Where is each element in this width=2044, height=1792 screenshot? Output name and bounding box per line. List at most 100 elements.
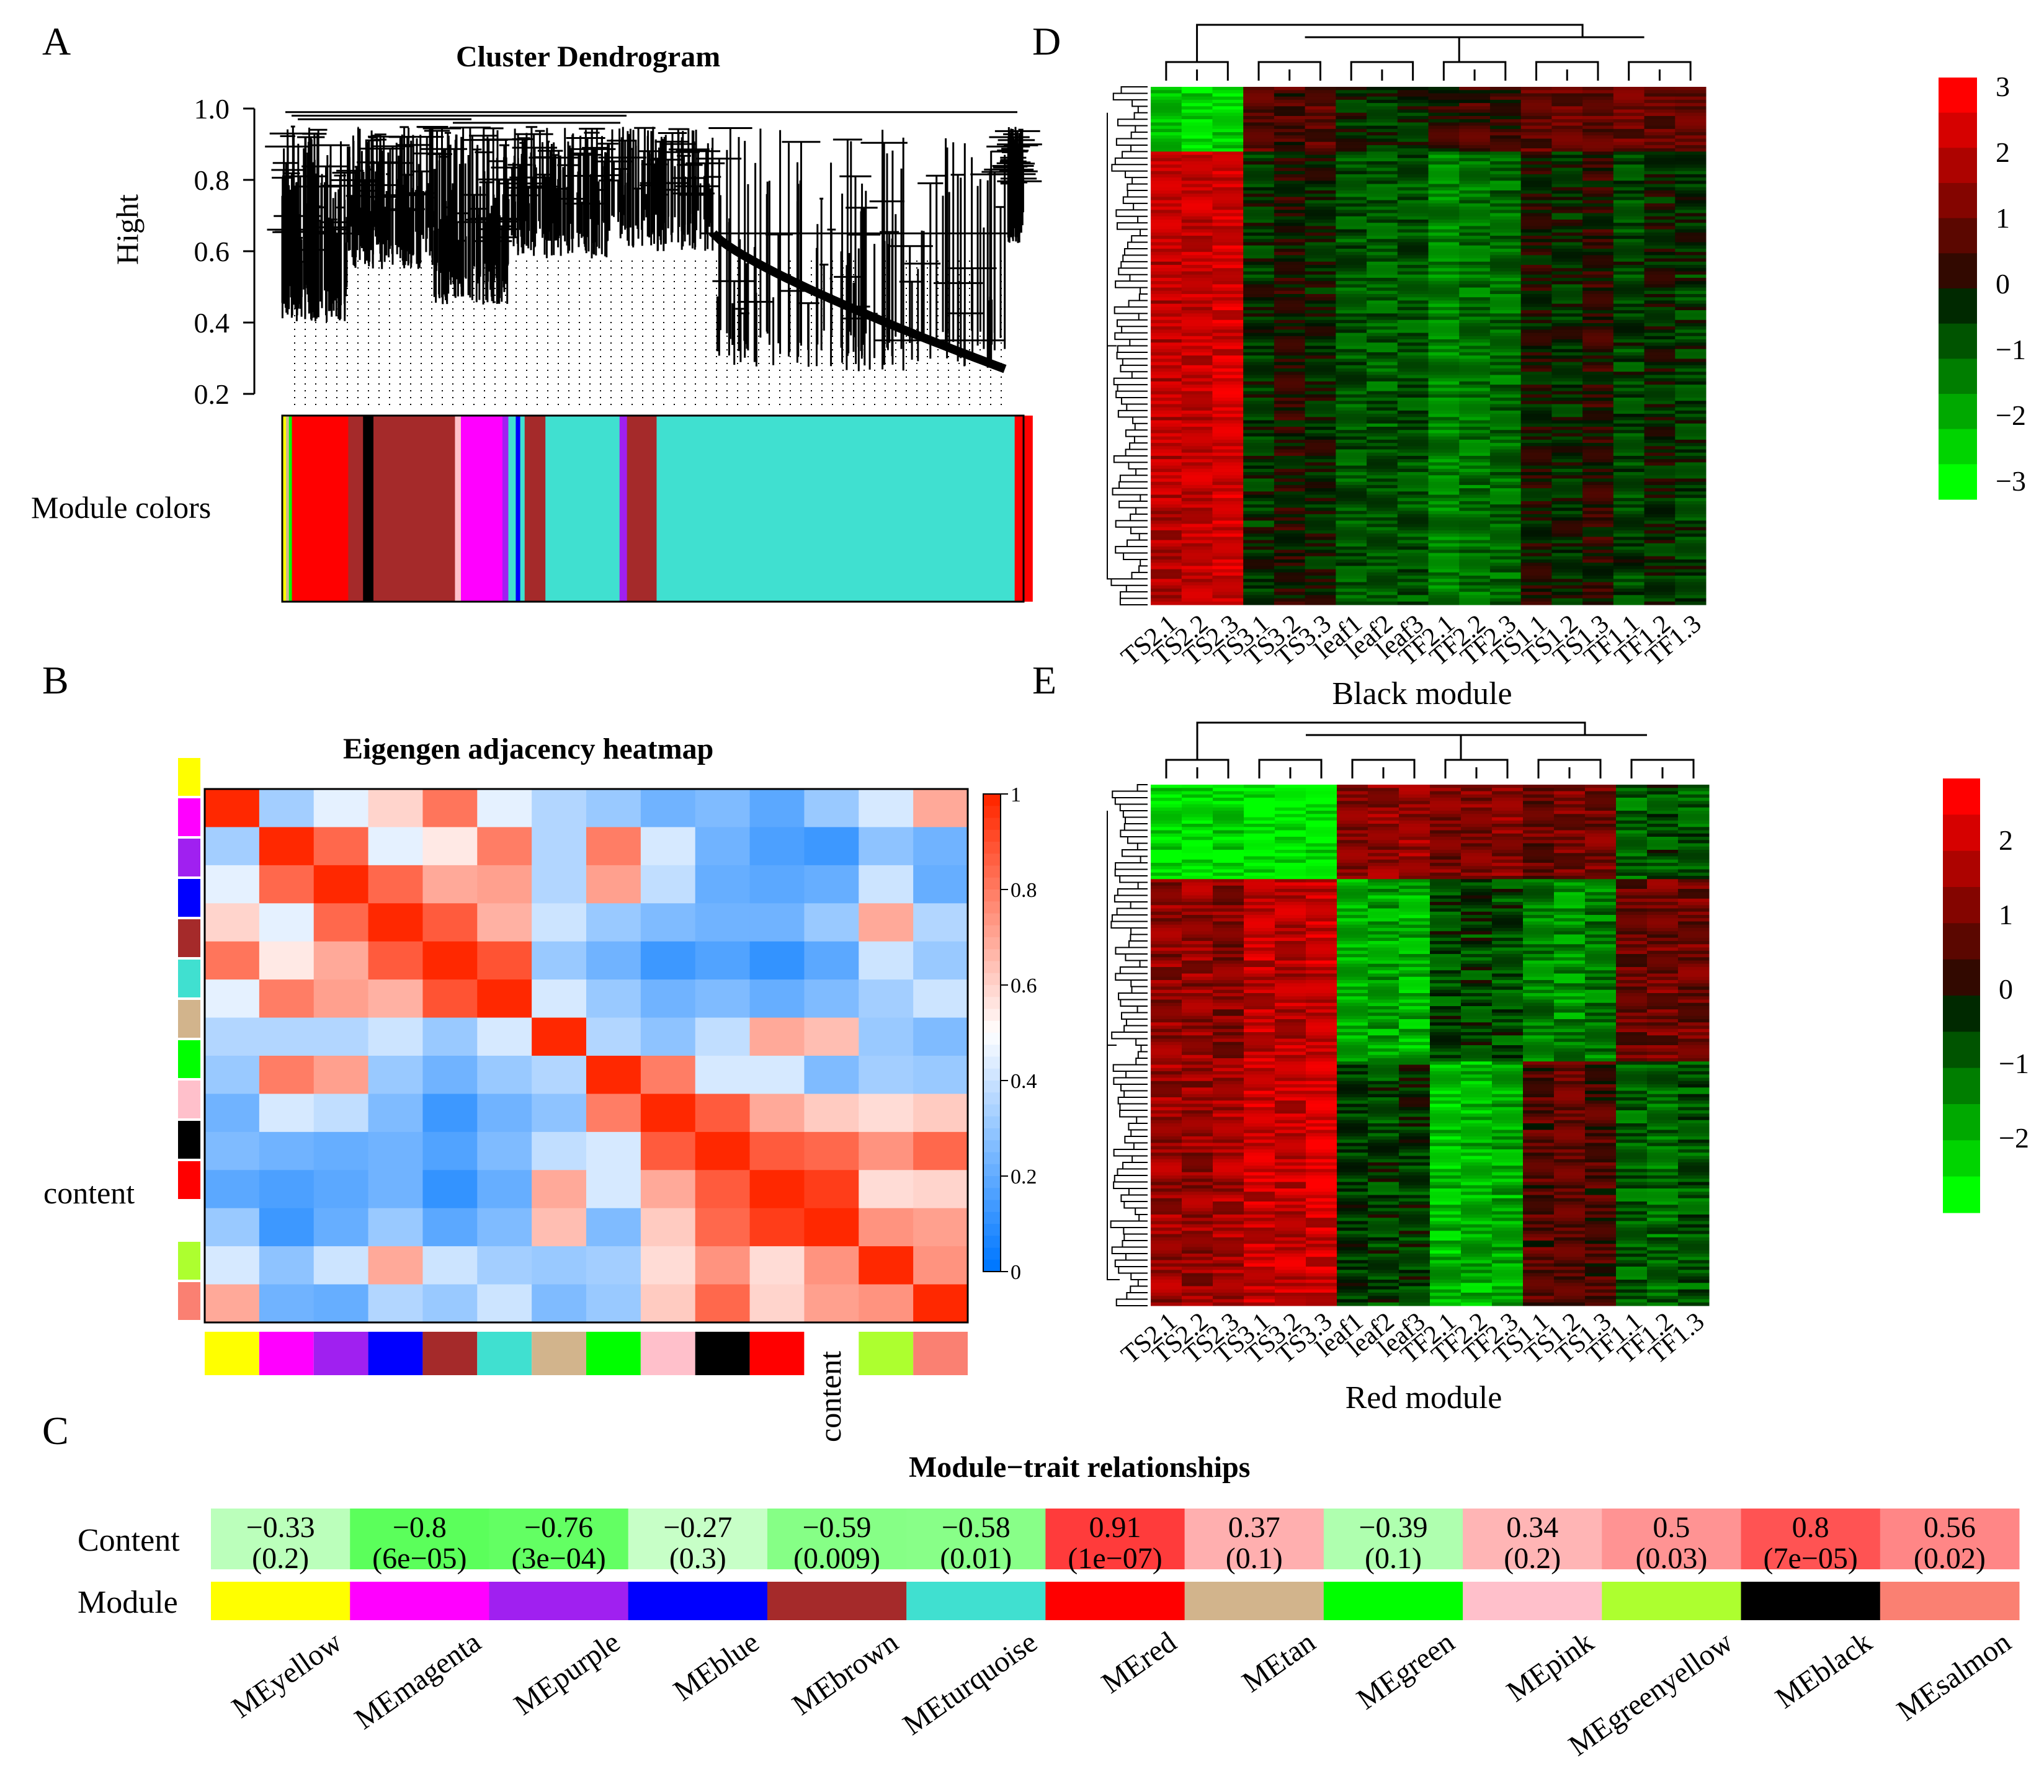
expression-cell (1305, 145, 1336, 149)
expression-cell (1305, 520, 1336, 525)
module-name-label: MEpink (1501, 1626, 1599, 1709)
expression-cell (1243, 229, 1275, 233)
adjacency-cell (422, 1131, 478, 1170)
expression-cell (1181, 332, 1213, 337)
expression-cell (1367, 443, 1398, 447)
expression-cell (1428, 271, 1460, 275)
expression-cell (1678, 941, 1710, 945)
expression-cell (1397, 190, 1429, 194)
expression-cell (1489, 362, 1522, 366)
expression-cell (1244, 980, 1275, 984)
expression-cell (1520, 151, 1552, 156)
expression-cell (1678, 827, 1710, 831)
expression-cell (1428, 223, 1460, 226)
column-content-label: content (813, 1351, 847, 1442)
expression-cell (1616, 976, 1648, 981)
expression-cell (1151, 1041, 1182, 1046)
expression-cell (1554, 950, 1586, 955)
expression-cell (1520, 462, 1552, 466)
expression-cell (1675, 524, 1707, 528)
expression-cell (1306, 1051, 1337, 1056)
adjacency-cell (586, 1170, 641, 1209)
expression-cell (1151, 158, 1182, 162)
expression-cell (1274, 546, 1306, 550)
expression-cell (1459, 336, 1491, 340)
expression-cell (1212, 559, 1244, 563)
expression-cell (1428, 151, 1460, 156)
expression-cell (1613, 375, 1645, 379)
expression-cell (1489, 423, 1522, 427)
expression-cell (1459, 223, 1491, 226)
expression-cell (1428, 119, 1460, 123)
expression-cell (1213, 993, 1244, 997)
expression-cell (1274, 138, 1306, 143)
expression-cell (1181, 326, 1213, 330)
expression-cell (1644, 239, 1676, 243)
expression-cell (1182, 908, 1213, 912)
expression-cell (1244, 924, 1275, 929)
expression-cell (1181, 378, 1213, 382)
expression-cell (1613, 332, 1645, 337)
expression-cell (1244, 967, 1275, 971)
expression-cell (1430, 889, 1462, 893)
expression-cell (1399, 1038, 1430, 1043)
expression-cell (1675, 93, 1707, 97)
expression-cell (1336, 151, 1367, 156)
expression-cell (1647, 1019, 1679, 1023)
expression-cell (1461, 976, 1493, 981)
expression-cell (1613, 475, 1645, 479)
expression-cell (1613, 132, 1645, 136)
expression-cell (1151, 122, 1182, 127)
expression-cell (1520, 484, 1552, 489)
expression-cell (1336, 559, 1367, 563)
expression-cell (1305, 128, 1336, 133)
expression-cell (1647, 837, 1679, 840)
colorbar-tick-label: 0 (1996, 268, 2010, 300)
expression-cell (1212, 372, 1244, 375)
dendrogram-cluster (421, 127, 529, 305)
expression-cell (1582, 258, 1614, 262)
expression-cell (1337, 817, 1368, 821)
expression-cell (1274, 556, 1306, 560)
expression-cell (1336, 484, 1367, 489)
expression-cell (1523, 905, 1555, 909)
expression-cell (1275, 856, 1306, 860)
expression-cell (1337, 846, 1368, 850)
expression-cell (1551, 145, 1583, 149)
expression-cell (1399, 1061, 1430, 1065)
expression-cell (1305, 381, 1336, 385)
expression-cell (1212, 494, 1244, 499)
expression-cell (1613, 420, 1645, 424)
expression-cell (1151, 1028, 1182, 1033)
expression-cell (1397, 332, 1429, 337)
expression-cell (1397, 207, 1429, 210)
expression-cell (1181, 543, 1213, 547)
expression-cell (1213, 882, 1244, 886)
expression-cell (1182, 889, 1213, 893)
expression-cell (1181, 300, 1213, 305)
expression-cell (1367, 569, 1398, 573)
expression-cell (1489, 294, 1522, 298)
adjacency-cell (695, 1170, 751, 1209)
expression-cell (1582, 423, 1614, 427)
expression-cell (1367, 177, 1398, 181)
module-swatch (767, 1582, 907, 1620)
expression-cell (1181, 388, 1213, 392)
expression-cell (1397, 261, 1429, 265)
expression-cell (1151, 588, 1182, 592)
expression-cell (1274, 252, 1306, 256)
expression-cell (1151, 426, 1182, 430)
expression-cell (1582, 226, 1614, 230)
expression-cell (1397, 517, 1429, 521)
expression-cell (1213, 947, 1244, 952)
expression-cell (1678, 1064, 1710, 1069)
expression-cell (1616, 882, 1648, 886)
expression-cell (1585, 820, 1617, 824)
expression-cell (1243, 332, 1275, 337)
expression-cell (1275, 993, 1306, 997)
expression-cell (1213, 937, 1244, 942)
expression-cell (1397, 553, 1429, 557)
expression-cell (1551, 332, 1583, 337)
expression-cell (1336, 410, 1367, 414)
expression-cell (1306, 892, 1337, 896)
